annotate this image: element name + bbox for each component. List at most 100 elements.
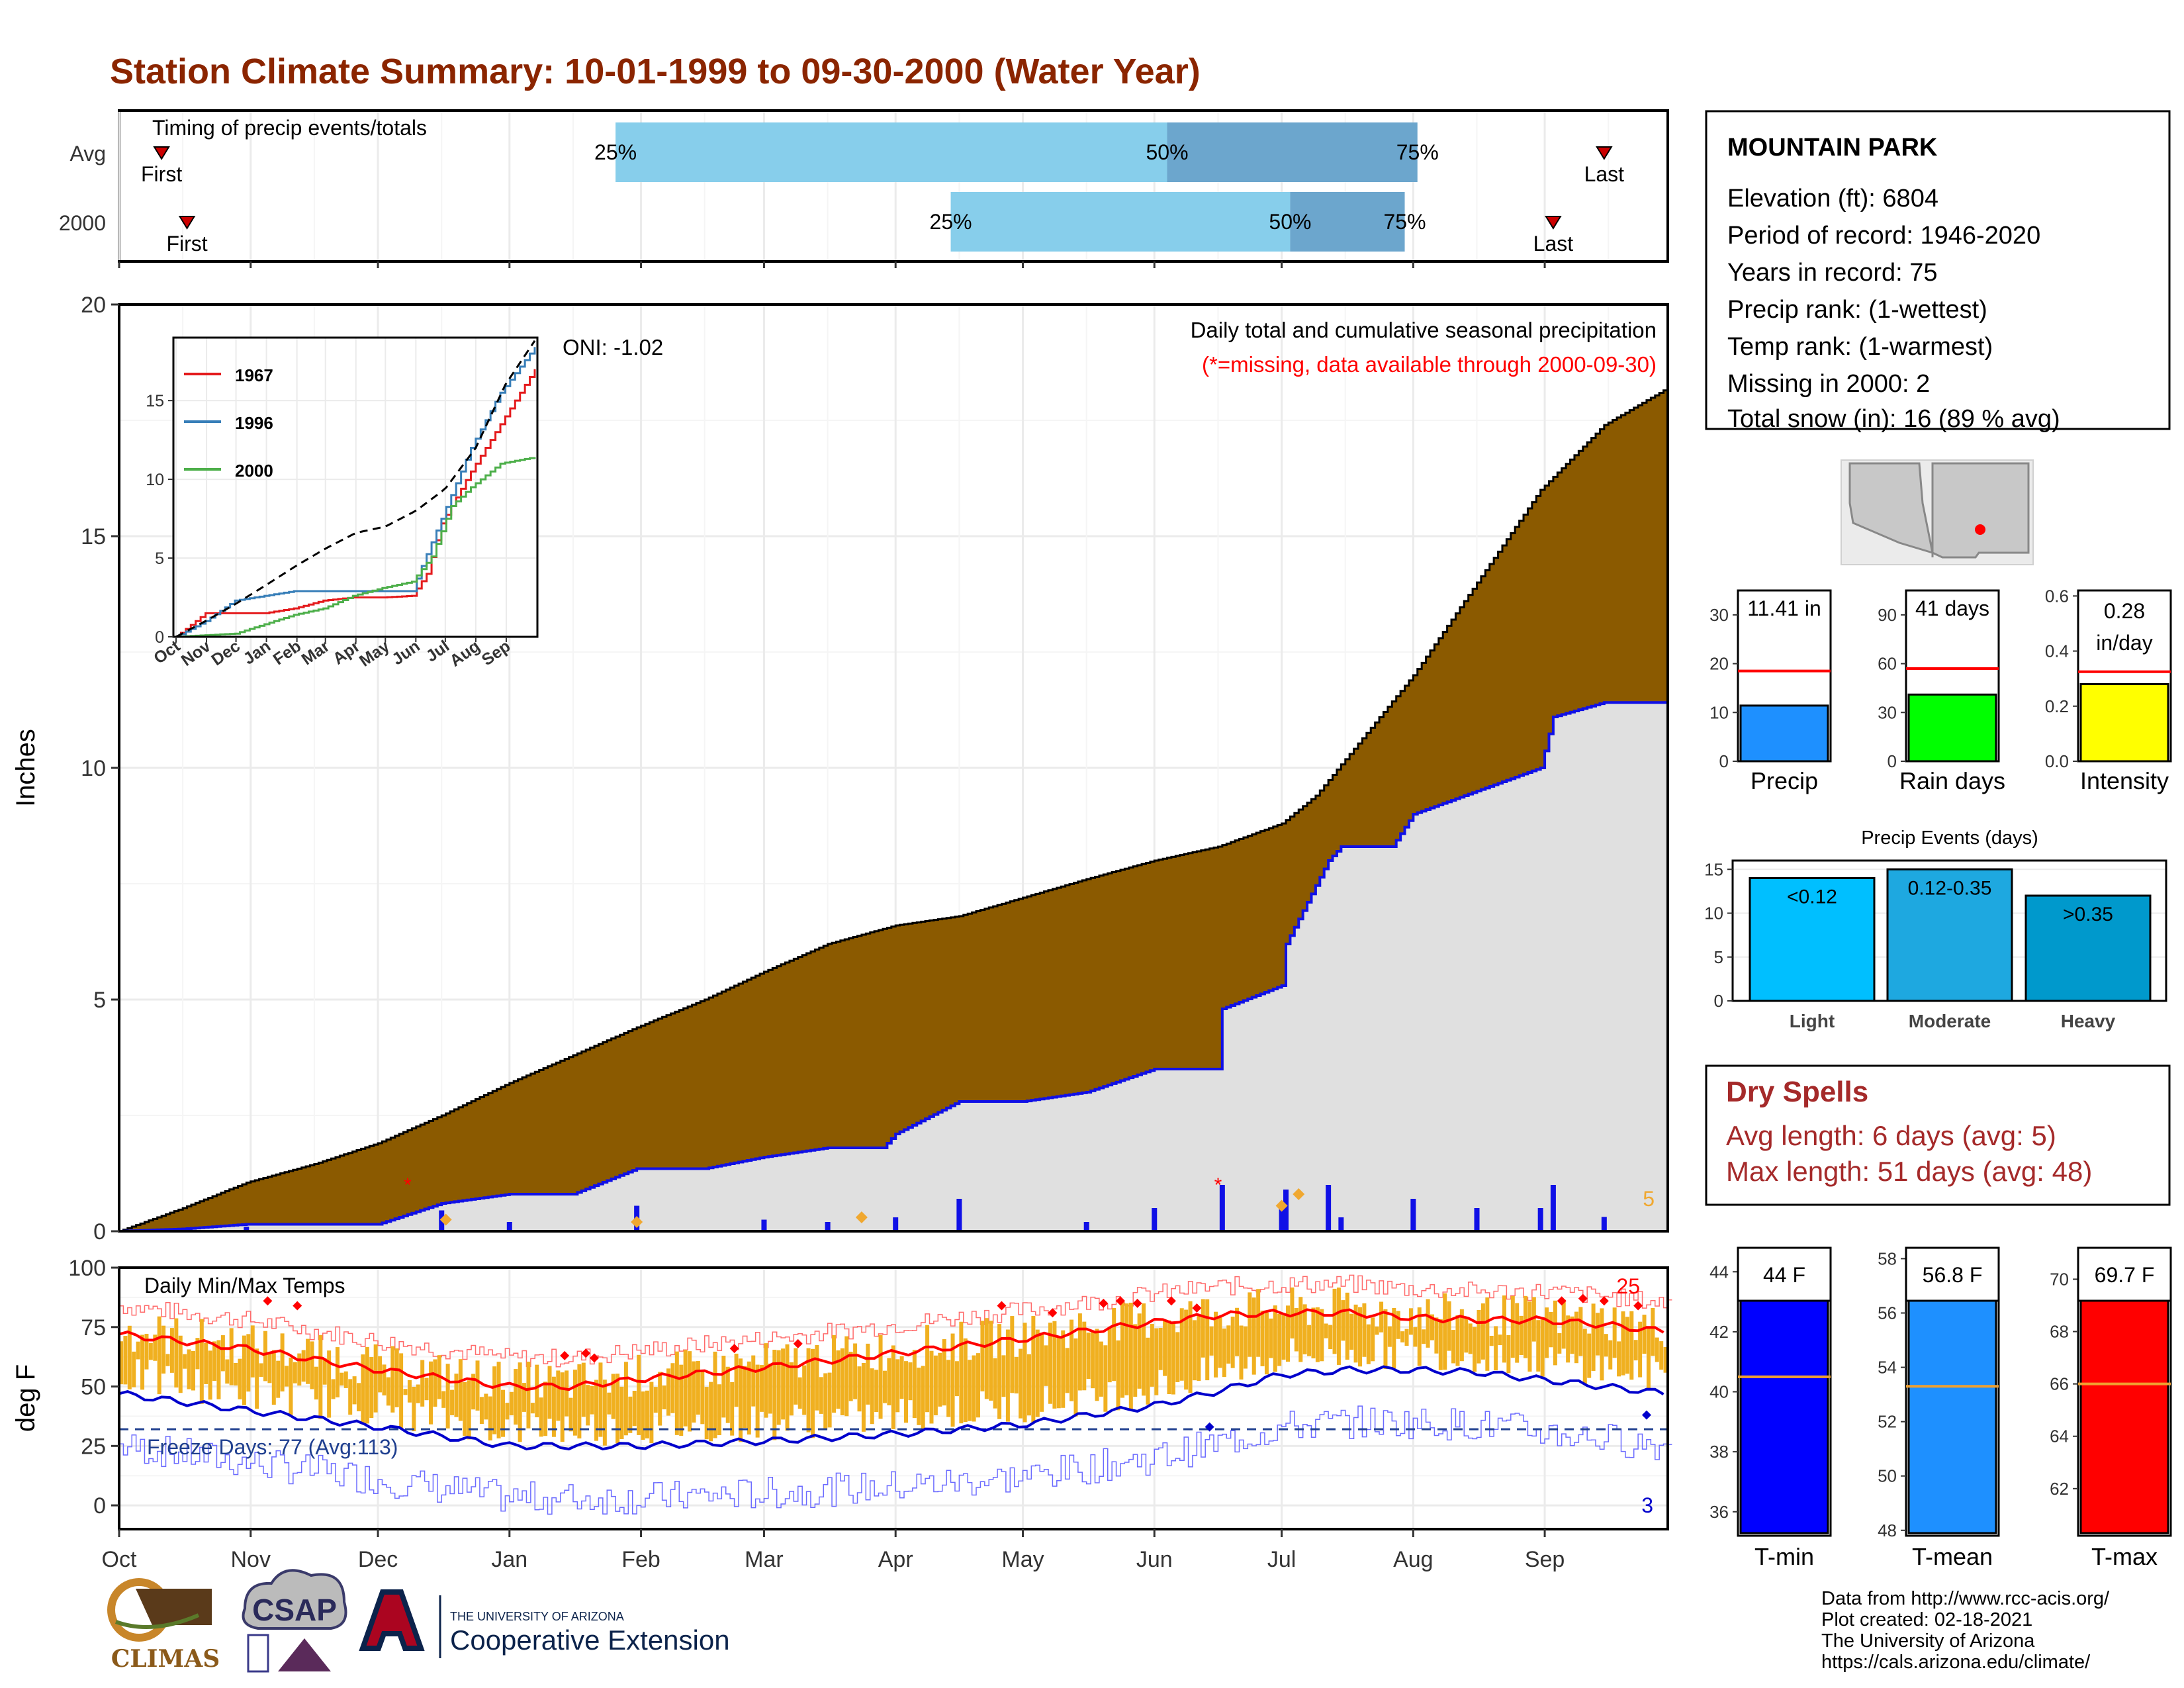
timing-bar-q50-q75 bbox=[1167, 122, 1418, 182]
daily-temp-bar bbox=[535, 1364, 539, 1418]
daily-temp-bar bbox=[632, 1390, 637, 1427]
daily-temp-bar bbox=[1336, 1288, 1341, 1365]
daily-temp-bar bbox=[157, 1316, 161, 1395]
daily-temp-bar bbox=[904, 1361, 909, 1423]
daily-temp-bar bbox=[1218, 1317, 1222, 1368]
daily-temp-bar bbox=[1095, 1329, 1099, 1401]
daily-temp-bar bbox=[1061, 1330, 1066, 1408]
locator-map bbox=[1841, 459, 2034, 565]
summary-ytick-label: 0.0 bbox=[2045, 751, 2069, 771]
daily-temp-bar bbox=[1642, 1314, 1647, 1354]
daily-temp-bar bbox=[1422, 1329, 1426, 1344]
daily-temp-bar bbox=[1443, 1293, 1447, 1370]
temp-bar-t-mean: 48 50 52 54 56 58 56.8 F T-mean bbox=[1878, 1246, 2000, 1570]
university-of-arizona-logo[interactable]: THE UNIVERSITY OF ARIZONA Cooperative Ex… bbox=[359, 1589, 730, 1658]
daily-temp-bar bbox=[1332, 1288, 1337, 1354]
event-bar-heavy bbox=[2025, 894, 2152, 1002]
daily-temp-bar bbox=[725, 1366, 730, 1423]
daily-temp-bar bbox=[1277, 1314, 1282, 1366]
timing-marker-label: Last bbox=[1584, 162, 1625, 186]
csap-logo[interactable]: CSAP bbox=[242, 1569, 347, 1673]
daily-temp-bar bbox=[1608, 1340, 1613, 1370]
daily-temp-bar bbox=[1077, 1313, 1082, 1391]
daily-temp-bar bbox=[310, 1341, 314, 1389]
temp-bar-ytick-label: 52 bbox=[1878, 1412, 1897, 1432]
temp-bar-ytick-label: 66 bbox=[2050, 1374, 2069, 1394]
oni-label: ONI: -1.02 bbox=[563, 335, 663, 359]
daily-temp-bar bbox=[1392, 1307, 1396, 1369]
daily-temp-bar bbox=[450, 1389, 455, 1415]
daily-temp-bar bbox=[1010, 1316, 1015, 1393]
precip-ytick-label: 10 bbox=[81, 756, 106, 781]
daily-precip-bar bbox=[1601, 1217, 1607, 1231]
daily-temp-bar bbox=[1519, 1315, 1524, 1355]
daily-temp-bar bbox=[700, 1370, 705, 1425]
month-label: Nov bbox=[231, 1547, 271, 1572]
daily-temp-bar bbox=[1480, 1303, 1485, 1360]
daily-temp-bar bbox=[445, 1364, 450, 1429]
timing-marker-label: First bbox=[166, 232, 207, 256]
daily-temp-bar bbox=[870, 1368, 874, 1425]
record-high-marker bbox=[590, 1353, 600, 1363]
temp-bar-label: T-mean bbox=[1912, 1543, 1993, 1570]
daily-temp-bar bbox=[806, 1348, 811, 1432]
daily-temp-bar bbox=[467, 1380, 471, 1440]
daily-temp-bar bbox=[1459, 1309, 1464, 1362]
daily-temp-bar bbox=[1358, 1307, 1362, 1367]
daily-temp-bar bbox=[479, 1397, 484, 1425]
summary-bar-label: Precip bbox=[1751, 767, 1818, 794]
daily-temp-bar bbox=[212, 1341, 217, 1382]
daily-temp-bar bbox=[488, 1396, 492, 1441]
daily-temp-bar bbox=[1413, 1327, 1418, 1347]
summary-ytick-label: 60 bbox=[1878, 654, 1897, 674]
daily-temp-bar bbox=[551, 1376, 556, 1437]
station-period: Period of record: 1946-2020 bbox=[1727, 222, 2040, 250]
daily-temp-bar bbox=[1133, 1324, 1138, 1397]
summary-bar-fill bbox=[1739, 704, 1829, 763]
missing-marker: * bbox=[404, 1174, 412, 1196]
daily-temp-bar bbox=[1591, 1303, 1596, 1371]
daily-temp-bar bbox=[216, 1340, 221, 1399]
record-high-marker bbox=[581, 1348, 591, 1358]
climas-logo[interactable]: CLIMAS bbox=[107, 1578, 220, 1673]
daily-temp-bar bbox=[255, 1348, 259, 1409]
daily-temp-bar bbox=[518, 1362, 522, 1442]
daily-temp-bar bbox=[429, 1361, 433, 1425]
daily-temp-bar bbox=[174, 1318, 179, 1388]
daily-temp-bar bbox=[882, 1370, 887, 1403]
timing-bar-q50-q75 bbox=[1290, 192, 1405, 252]
daily-precip-bar bbox=[1326, 1185, 1332, 1231]
station-temp-rank: Temp rank: (1-warmest) bbox=[1727, 333, 1993, 361]
daily-temp-bar bbox=[229, 1328, 234, 1385]
summary-bar-fill bbox=[1907, 693, 1997, 763]
daily-temp-bar bbox=[416, 1384, 420, 1403]
daily-temp-bar bbox=[730, 1382, 735, 1436]
year-cumulative-area bbox=[119, 702, 1668, 1231]
temp-label: Daily Min/Max Temps bbox=[144, 1274, 345, 1297]
daily-temp-bar bbox=[242, 1335, 246, 1405]
daily-temp-bar bbox=[1082, 1321, 1087, 1391]
daily-temp-bar bbox=[1566, 1315, 1570, 1363]
temp-bar-fill bbox=[1907, 1290, 1997, 1534]
daily-temp-bar bbox=[1366, 1324, 1371, 1364]
precip-corner-count: 5 bbox=[1643, 1187, 1655, 1211]
daily-precip-bar bbox=[1474, 1208, 1480, 1231]
record-high-marker bbox=[1578, 1293, 1588, 1303]
daily-temp-bar bbox=[556, 1370, 561, 1421]
csap-logo-text: CSAP bbox=[252, 1593, 337, 1627]
daily-temp-bar bbox=[1197, 1315, 1201, 1382]
daily-temp-bar bbox=[522, 1383, 527, 1412]
daily-temp-bar bbox=[280, 1333, 285, 1392]
daily-temp-bar bbox=[929, 1350, 934, 1424]
daily-precip-bar bbox=[1152, 1208, 1158, 1231]
daily-temp-bar bbox=[891, 1345, 895, 1429]
daily-temp-bar bbox=[1307, 1325, 1312, 1356]
inset-legend-1967: 1967 bbox=[235, 365, 273, 385]
record-high-marker bbox=[1599, 1296, 1609, 1306]
daily-temp-bar bbox=[382, 1364, 387, 1396]
record-high-marker bbox=[1557, 1296, 1567, 1306]
precip-ytick-label: 0 bbox=[93, 1219, 106, 1244]
daily-temp-bar bbox=[959, 1321, 964, 1424]
summary-value-label: 41 days bbox=[1915, 596, 1989, 620]
daily-temp-bar bbox=[641, 1391, 645, 1440]
